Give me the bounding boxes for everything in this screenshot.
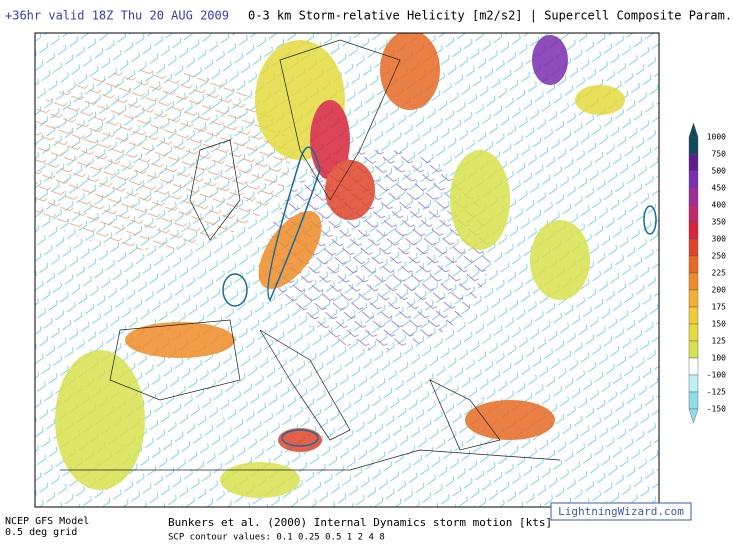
valid-time: +36hr valid 18Z Thu 20 AUG 2009	[5, 9, 229, 23]
colorbar-swatch	[688, 272, 699, 291]
site-link[interactable]: LightningWizard.com	[558, 505, 684, 518]
colorbar: 1000 750 500 450 400 350 300 250 225 200 175 150 125…	[688, 122, 727, 424]
colorbar-swatch	[688, 340, 699, 359]
colorbar-label: 250	[712, 252, 727, 261]
map-frame	[34, 32, 660, 508]
colorbar-label: 450	[712, 184, 727, 193]
colorbar-label: 225	[712, 269, 727, 278]
colorbar-label: 125	[712, 337, 727, 346]
colorbar-swatch	[688, 289, 699, 308]
colorbar-swatch	[688, 204, 699, 223]
colorbar-label: 150	[712, 320, 727, 329]
map-title: 0-3 km Storm-relative Helicity [m2/s2] |…	[248, 9, 733, 23]
colorbar-swatch	[688, 255, 699, 274]
colorbar-swatch	[688, 391, 699, 410]
colorbar-swatch	[688, 306, 699, 325]
map	[35, 33, 659, 507]
colorbar-swatch	[688, 357, 699, 376]
colorbar-label: -100	[707, 371, 726, 380]
colorbar-swatch	[688, 187, 699, 206]
motion-label: Bunkers et al. (2000) Internal Dynamics …	[168, 516, 552, 529]
colorbar-swatch	[688, 136, 699, 155]
grid-label: 0.5 deg grid	[5, 527, 77, 538]
colorbar-swatch	[688, 323, 699, 342]
site-box	[550, 502, 692, 521]
colorbar-label: 200	[712, 286, 727, 295]
colorbar-label: 300	[712, 235, 727, 244]
colorbar-cap	[688, 408, 699, 424]
colorbar-label: 350	[712, 218, 727, 227]
colorbar-swatch	[688, 238, 699, 257]
colorbar-label: 100	[712, 354, 727, 363]
colorbar-label: -125	[707, 388, 726, 397]
colorbar-swatch	[688, 153, 699, 172]
colorbar-swatch	[688, 221, 699, 240]
colorbar-label: 1000	[707, 133, 726, 142]
colorbar-label: -150	[707, 405, 726, 414]
colorbar-swatch	[688, 170, 699, 189]
colorbar-label: 500	[712, 167, 727, 176]
colorbar-label: 400	[712, 201, 727, 210]
colorbar-swatch	[688, 374, 699, 393]
model-label: NCEP GFS Model	[5, 516, 89, 527]
scp-label: SCP contour values: 0.1 0.25 0.5 1 2 4 8	[168, 533, 385, 543]
colorbar-cap	[688, 122, 699, 138]
colorbar-label: 750	[712, 150, 727, 159]
colorbar-label: 175	[712, 303, 727, 312]
